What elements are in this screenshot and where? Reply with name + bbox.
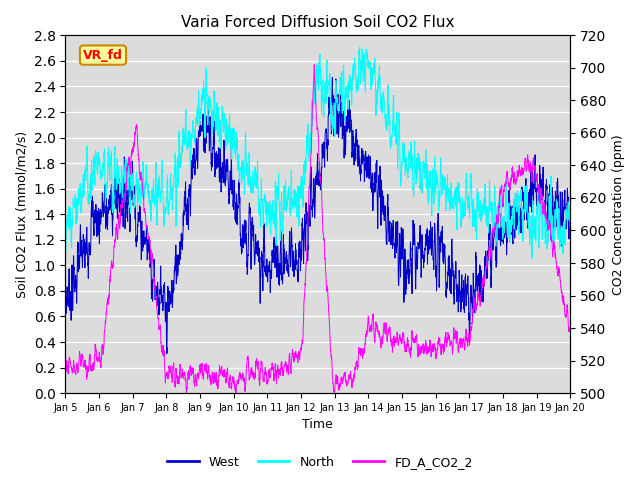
Text: VR_fd: VR_fd xyxy=(83,48,123,61)
North xyxy=(356,44,364,50)
Line: FD_A_CO2_2: FD_A_CO2_2 xyxy=(65,65,570,393)
FD_A_CO2_2 xyxy=(149,261,157,266)
Line: West: West xyxy=(65,77,570,353)
FD_A_CO2_2 xyxy=(557,282,564,288)
Legend: West, North, FD_A_CO2_2: West, North, FD_A_CO2_2 xyxy=(163,451,477,474)
FD_A_CO2_2 xyxy=(277,361,285,367)
North xyxy=(255,204,263,210)
North xyxy=(149,192,157,198)
FD_A_CO2_2 xyxy=(566,328,574,334)
North xyxy=(502,178,510,184)
FD_A_CO2_2 xyxy=(310,62,318,68)
North xyxy=(277,217,285,223)
North xyxy=(528,255,536,261)
North xyxy=(557,226,564,232)
FD_A_CO2_2 xyxy=(182,390,190,396)
FD_A_CO2_2 xyxy=(502,175,510,180)
FD_A_CO2_2 xyxy=(119,198,127,204)
West xyxy=(61,291,69,297)
X-axis label: Time: Time xyxy=(303,419,333,432)
West xyxy=(557,190,564,195)
Y-axis label: Soil CO2 Flux (mmol/m2/s): Soil CO2 Flux (mmol/m2/s) xyxy=(15,131,28,298)
West xyxy=(277,233,285,239)
Line: North: North xyxy=(65,47,570,258)
West xyxy=(328,74,336,80)
West xyxy=(163,350,171,356)
West xyxy=(502,229,510,235)
Title: Varia Forced Diffusion Soil CO2 Flux: Varia Forced Diffusion Soil CO2 Flux xyxy=(181,15,454,30)
West xyxy=(149,279,157,285)
North xyxy=(566,226,574,231)
FD_A_CO2_2 xyxy=(61,368,69,373)
West xyxy=(566,224,574,230)
North xyxy=(61,242,69,248)
West xyxy=(119,209,127,215)
FD_A_CO2_2 xyxy=(255,377,263,383)
North xyxy=(119,173,127,179)
West xyxy=(255,252,263,258)
Y-axis label: CO2 Concentration (ppm): CO2 Concentration (ppm) xyxy=(612,134,625,295)
